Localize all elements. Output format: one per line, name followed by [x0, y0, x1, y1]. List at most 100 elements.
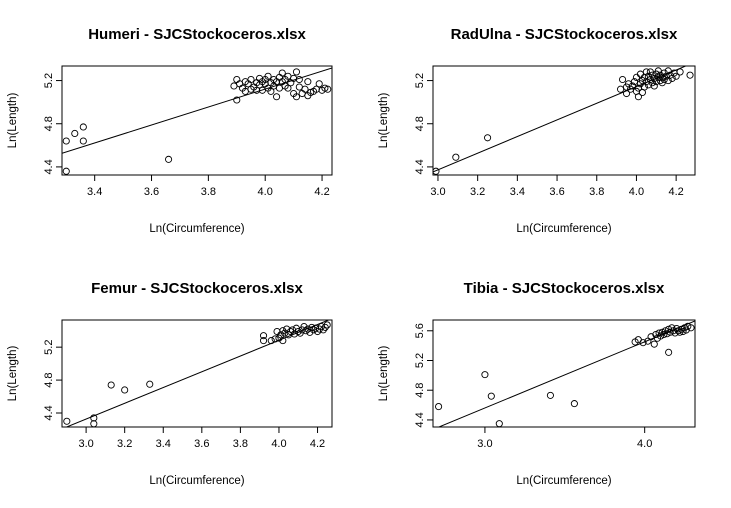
data-point	[570, 400, 578, 408]
data-point	[294, 327, 302, 336]
data-point	[267, 337, 275, 345]
data-point	[435, 403, 443, 411]
data-point	[267, 87, 275, 95]
x-tick-label: 3.4	[156, 438, 171, 450]
x-tick-label: 3.8	[233, 438, 248, 450]
data-point	[79, 137, 87, 145]
x-tick-label: 3.2	[470, 186, 485, 198]
data-point	[664, 67, 672, 75]
data-point	[487, 392, 495, 400]
data-point	[308, 323, 316, 331]
data-point	[284, 84, 292, 92]
data-point	[617, 85, 625, 93]
data-point	[679, 327, 687, 336]
y-axis-label: Ln(Length)	[7, 93, 19, 149]
y-tick-label: 4.8	[414, 383, 426, 398]
data-point	[628, 82, 637, 90]
data-point	[90, 420, 98, 428]
plot-frame	[432, 65, 696, 176]
chart-title: Tibia - SJCStockoceros.xlsx	[464, 280, 665, 297]
data-point	[271, 335, 279, 343]
y-axis-label: Ln(Length)	[378, 346, 390, 402]
data-point	[484, 134, 492, 142]
data-point	[279, 337, 287, 345]
x-tick-label: 3.0	[78, 438, 93, 450]
chart-title: Humeri - SJCStockoceros.xlsx	[88, 26, 306, 43]
x-tick-label: 3.6	[144, 186, 159, 198]
y-tick-label: 5.6	[414, 323, 426, 338]
data-point	[666, 328, 674, 336]
y-tick-label: 4.8	[43, 372, 55, 387]
data-point	[672, 72, 680, 80]
x-tick-label: 3.2	[117, 438, 132, 450]
x-tick-label: 3.4	[510, 186, 525, 198]
data-point	[663, 330, 671, 338]
data-point	[452, 153, 460, 161]
regression-line	[437, 320, 695, 427]
data-point	[481, 371, 489, 379]
data-point	[71, 129, 79, 138]
data-point	[677, 325, 685, 333]
x-tick-label: 3.8	[589, 186, 604, 198]
regression-line	[433, 66, 688, 173]
x-tick-label: 4.2	[314, 186, 329, 198]
x-tick-label: 3.6	[194, 438, 209, 450]
plot-frame	[432, 319, 696, 428]
data-point	[302, 327, 310, 335]
x-tick-label: 4.0	[258, 186, 273, 198]
data-point	[121, 386, 129, 394]
data-point	[634, 93, 642, 101]
scatter-panel: RadUlna - SJCStockoceros.xlsx Ln(Circumfe…	[378, 26, 696, 235]
y-tick-label: 4.8	[414, 116, 426, 131]
data-point	[658, 73, 666, 81]
x-axis-label: Ln(Circumference)	[516, 223, 611, 235]
scatter-panel: Tibia - SJCStockoceros.xlsx Ln(Circumfere…	[378, 280, 696, 487]
data-point	[264, 72, 272, 80]
y-tick-label: 4.4	[414, 159, 426, 174]
data-point	[660, 330, 668, 339]
data-point	[273, 327, 281, 336]
plot-frame	[61, 319, 333, 428]
x-tick-label: 4.2	[668, 186, 683, 198]
data-point	[63, 417, 71, 425]
data-point	[233, 96, 241, 104]
data-point	[546, 391, 554, 399]
y-tick-label: 5.2	[43, 73, 55, 88]
data-point	[684, 322, 692, 330]
data-point	[674, 327, 682, 335]
y-tick-label: 4.4	[414, 412, 426, 427]
data-point	[292, 68, 301, 76]
y-axis-label: Ln(Length)	[378, 93, 390, 149]
data-point	[259, 332, 268, 340]
x-tick-label: 4.0	[629, 186, 644, 198]
data-point	[650, 340, 658, 348]
data-point	[665, 348, 673, 356]
x-tick-label: 4.2	[310, 438, 325, 450]
data-point	[622, 89, 631, 98]
x-tick-label: 3.6	[549, 186, 564, 198]
data-point	[278, 69, 286, 77]
data-point	[233, 75, 241, 84]
y-tick-label: 5.2	[414, 73, 426, 88]
data-point	[301, 85, 309, 93]
data-point	[62, 137, 70, 145]
chart-title: Femur - SJCStockoceros.xlsx	[91, 280, 303, 297]
data-point	[279, 327, 287, 335]
y-axis-label: Ln(Length)	[7, 346, 19, 402]
data-point	[62, 167, 70, 175]
data-point	[273, 93, 281, 101]
data-point	[686, 71, 694, 79]
data-point	[79, 123, 87, 131]
x-tick-label: 3.0	[477, 438, 492, 450]
data-point	[654, 67, 662, 75]
data-point	[315, 80, 323, 88]
data-point	[652, 330, 660, 339]
data-point	[642, 68, 650, 76]
data-point	[321, 323, 329, 331]
x-tick-label: 3.0	[430, 186, 445, 198]
x-tick-label: 3.4	[87, 186, 102, 198]
data-point	[323, 321, 331, 329]
data-point	[636, 70, 644, 78]
data-point	[319, 326, 327, 334]
